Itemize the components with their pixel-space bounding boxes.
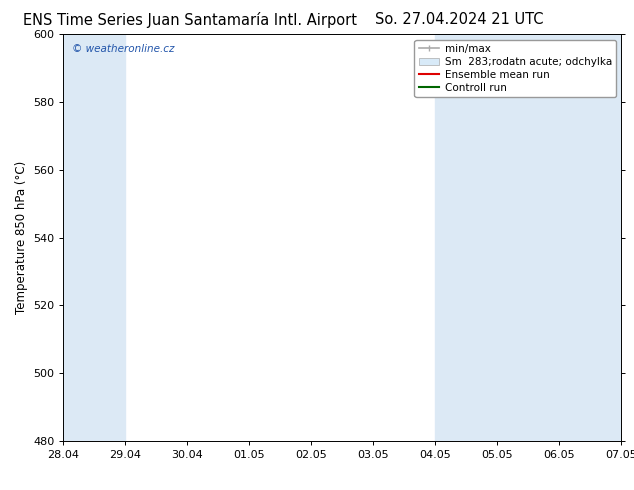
Y-axis label: Temperature 850 hPa (°C): Temperature 850 hPa (°C) <box>15 161 27 314</box>
Bar <box>436 34 559 441</box>
Text: ENS Time Series Juan Santamaría Intl. Airport: ENS Time Series Juan Santamaría Intl. Ai… <box>23 12 357 28</box>
Text: So. 27.04.2024 21 UTC: So. 27.04.2024 21 UTC <box>375 12 544 27</box>
Bar <box>63 34 126 441</box>
Text: © weatheronline.cz: © weatheronline.cz <box>72 45 174 54</box>
Legend: min/max, Sm  283;rodatn acute; odchylka, Ensemble mean run, Controll run: min/max, Sm 283;rodatn acute; odchylka, … <box>415 40 616 97</box>
Bar <box>559 34 621 441</box>
